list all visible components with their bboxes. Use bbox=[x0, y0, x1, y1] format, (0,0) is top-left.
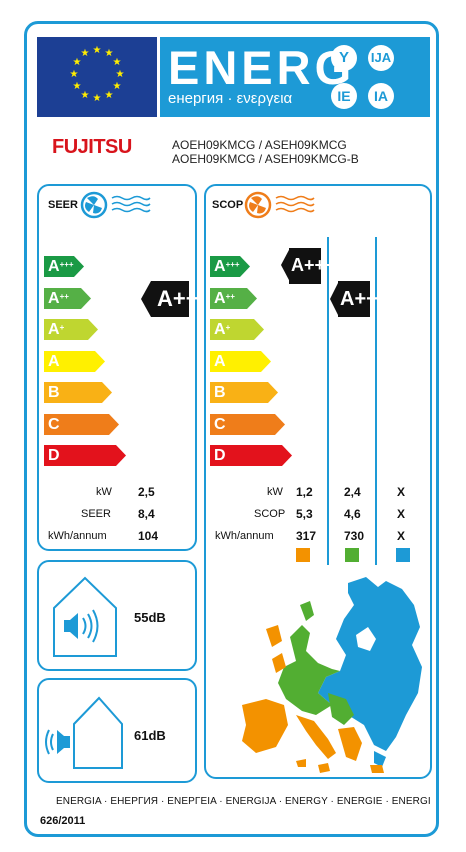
svg-text:★: ★ bbox=[73, 57, 82, 68]
seer-class-label: B bbox=[48, 384, 60, 401]
seer-kw-value: 2,5 bbox=[138, 485, 155, 499]
eu-flag: ★ ★ ★ ★ ★ ★ ★ ★ ★ ★ ★ ★ bbox=[37, 37, 157, 117]
seer-class-bar: C bbox=[44, 413, 119, 435]
outdoor-noise-value: 61dB bbox=[134, 728, 166, 743]
scop-class-label: A+ bbox=[214, 321, 231, 338]
scop-average-kw: 2,4 bbox=[344, 485, 361, 499]
seer-class-label: A+++ bbox=[48, 258, 74, 275]
scop-class-label: A++ bbox=[214, 289, 235, 307]
svg-text:★: ★ bbox=[116, 69, 125, 80]
average-climate-swatch bbox=[345, 548, 359, 562]
seer-class-label: C bbox=[48, 415, 60, 433]
scop-class-label: D bbox=[214, 447, 226, 464]
svg-text:★: ★ bbox=[105, 48, 114, 59]
regulation-number: 626/2011 bbox=[40, 815, 86, 827]
scop-scop-label: SCOP bbox=[254, 508, 286, 520]
scop-warm-kw: 1,2 bbox=[296, 485, 313, 499]
scop-kwh-label: kWh/annum bbox=[215, 530, 274, 542]
indoor-noise-value: 55dB bbox=[134, 610, 166, 625]
svg-text:★: ★ bbox=[70, 69, 79, 80]
europe-climate-map bbox=[242, 577, 422, 773]
seer-kwh-value: 104 bbox=[138, 529, 159, 543]
scop-warm-kwh: 317 bbox=[296, 529, 317, 543]
scop-warm-rating-arrow: A+++ bbox=[281, 248, 336, 284]
scop-average-kwh: 730 bbox=[344, 529, 365, 543]
seer-class-bar: A+++ bbox=[44, 256, 84, 277]
energy-word: ENERG bbox=[168, 41, 356, 94]
seer-class-label: A bbox=[48, 352, 60, 370]
scop-cold-scop: X bbox=[397, 507, 406, 521]
warm-climate-swatch bbox=[296, 548, 310, 562]
svg-text:★: ★ bbox=[113, 81, 122, 92]
seer-class-bar: B bbox=[44, 382, 112, 403]
seer-class-label: A++ bbox=[48, 289, 69, 307]
scop-cold-kwh: X bbox=[397, 529, 406, 543]
scop-average-rating: A++ bbox=[340, 288, 378, 310]
seer-class-bar: A++ bbox=[44, 287, 91, 309]
svg-text:★: ★ bbox=[73, 81, 82, 92]
lang-code-y: Y bbox=[331, 45, 357, 71]
svg-text:★: ★ bbox=[81, 90, 90, 101]
scop-class-bar: C bbox=[210, 413, 285, 435]
seer-panel bbox=[37, 184, 197, 551]
lang-code-ija: IJA bbox=[368, 45, 394, 71]
eu-stars-icon: ★ ★★ ★★★ ★★★ ★★★ bbox=[70, 45, 125, 104]
scop-class-label: A bbox=[214, 352, 226, 370]
scop-class-label: B bbox=[214, 384, 226, 401]
seer-class-label: D bbox=[48, 447, 60, 464]
cooling-fan-icon bbox=[80, 191, 151, 219]
seer-rating-arrow: A++ bbox=[141, 281, 199, 317]
label-frame bbox=[24, 21, 439, 837]
energy-subtitle: енергия · ενεργεια bbox=[168, 90, 293, 107]
scop-panel bbox=[204, 184, 432, 779]
svg-text:★: ★ bbox=[81, 48, 90, 59]
seer-class-bar: A bbox=[44, 350, 105, 372]
scop-kw-label: kW bbox=[267, 486, 283, 498]
seer-class-label: A+ bbox=[48, 321, 65, 338]
svg-text:★: ★ bbox=[105, 90, 114, 101]
heating-fan-icon bbox=[244, 191, 315, 219]
scop-class-bar: A bbox=[210, 350, 271, 372]
scop-average-scop: 4,6 bbox=[344, 507, 361, 521]
scop-column-divider-1 bbox=[327, 237, 329, 565]
svg-text:★: ★ bbox=[113, 57, 122, 68]
seer-title: SEER bbox=[48, 199, 78, 211]
scop-class-bar: D bbox=[210, 445, 292, 466]
seer-class-bar: D bbox=[44, 445, 126, 466]
outdoor-house-speaker-icon bbox=[45, 696, 123, 769]
scop-class-bar: A+++ bbox=[210, 256, 250, 277]
scop-class-bar: A++ bbox=[210, 287, 257, 309]
scop-warm-rating: A+++ bbox=[291, 255, 336, 275]
brand-logo: FUJITSU bbox=[52, 136, 132, 158]
lang-code-ie: IE bbox=[331, 83, 357, 109]
seer-kwh-label: kWh/annum bbox=[48, 530, 107, 542]
outdoor-noise-panel bbox=[37, 678, 197, 783]
scop-title: SCOP bbox=[212, 199, 244, 211]
lang-code-ia: IA bbox=[368, 83, 394, 109]
indoor-noise-panel bbox=[37, 560, 197, 671]
seer-class-bar: A+ bbox=[44, 319, 98, 340]
scop-class-label: C bbox=[214, 415, 226, 433]
model-line-1: AOEH09KMCG / ASEH09KMCG bbox=[172, 138, 347, 152]
seer-rating: A++ bbox=[157, 286, 199, 311]
cold-climate-swatch bbox=[396, 548, 410, 562]
scop-class-bar: A+ bbox=[210, 319, 264, 340]
svg-text:★: ★ bbox=[93, 45, 102, 56]
scop-cold-kw: X bbox=[397, 485, 406, 499]
scop-average-rating-arrow: A++ bbox=[330, 281, 378, 317]
footer-energy-words: ENERGIA · ЕНЕРГИЯ · ΕΝΕΡΓΕΙΑ · ENERGIJA … bbox=[56, 796, 431, 807]
scop-class-label: A+++ bbox=[214, 258, 240, 275]
svg-text:★: ★ bbox=[93, 93, 102, 104]
scop-column-divider-2 bbox=[375, 237, 377, 565]
model-line-2: AOEH09KMCG / ASEH09KMCG-B bbox=[172, 152, 359, 166]
seer-seer-label: SEER bbox=[81, 508, 111, 520]
seer-kw-label: kW bbox=[96, 486, 112, 498]
scop-class-bar: B bbox=[210, 382, 278, 403]
scop-warm-scop: 5,3 bbox=[296, 507, 313, 521]
seer-seer-value: 8,4 bbox=[138, 507, 155, 521]
indoor-house-speaker-icon bbox=[53, 576, 117, 657]
